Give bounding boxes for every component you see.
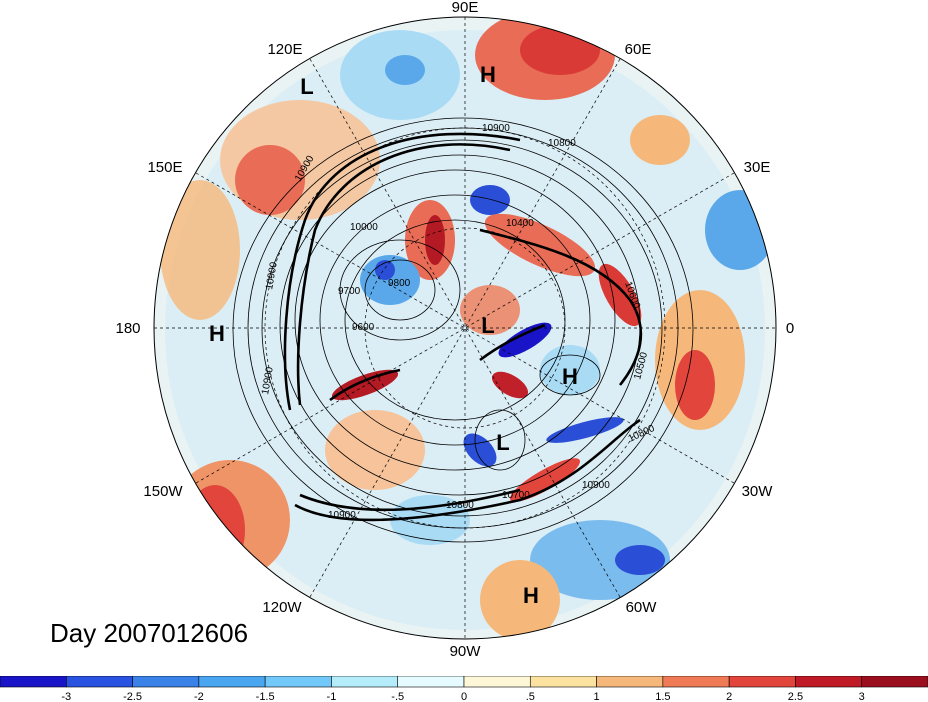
lon-label-30e: 30E bbox=[744, 159, 771, 176]
colorbar-tick-label: -1 bbox=[327, 691, 337, 702]
colorbar-swatch bbox=[728, 676, 796, 688]
lon-label-60w: 60W bbox=[626, 599, 658, 616]
graticule bbox=[154, 17, 776, 639]
contour-label: 10000 bbox=[350, 222, 378, 233]
colorbar-tick-label: 2.5 bbox=[788, 691, 803, 702]
lon-label-90w: 90W bbox=[450, 643, 482, 660]
colorbar-tick-label: 1 bbox=[594, 691, 600, 702]
contour-label: 10700 bbox=[502, 490, 530, 501]
pressure-centers: L H L H H L H bbox=[209, 62, 578, 608]
colorbar-swatches bbox=[0, 676, 928, 688]
colorbar-tick-label: 0 bbox=[461, 691, 467, 702]
colorbar-tick-label: 2 bbox=[726, 691, 732, 702]
low-center-label: L bbox=[300, 74, 313, 99]
colorbar: -3 -2.5 -2 -1.5 -1 -.5 0 .5 1 1.5 2 2.5 3 bbox=[0, 676, 928, 702]
colorbar-swatch bbox=[795, 676, 863, 688]
colorbar-tick-label: -3 bbox=[61, 691, 71, 702]
lon-label-120w: 120W bbox=[262, 599, 302, 616]
low-center-label: L bbox=[481, 313, 494, 338]
lon-label-30w: 30W bbox=[742, 483, 774, 500]
contour-label: 9700 bbox=[338, 286, 361, 297]
longitude-labels: 90E 60E 30E 0 30W 60W 90W 120W 150W 180 … bbox=[115, 0, 794, 660]
colorbar-swatch bbox=[861, 676, 928, 688]
colorbar-swatch bbox=[463, 676, 531, 688]
contour-label: 10900 bbox=[260, 366, 276, 396]
colorbar-swatch bbox=[529, 676, 597, 688]
colorbar-ticks: -3 -2.5 -2 -1.5 -1 -.5 0 .5 1 1.5 2 2.5 3 bbox=[61, 691, 864, 702]
contour-label: 9600 bbox=[352, 322, 375, 333]
contour-label: 10400 bbox=[506, 218, 534, 229]
lon-label-150e: 150E bbox=[147, 159, 182, 176]
lon-label-120e: 120E bbox=[267, 41, 302, 58]
high-center-label: H bbox=[209, 321, 225, 346]
colorbar-swatch bbox=[0, 676, 67, 688]
contour-label: 10800 bbox=[446, 500, 474, 511]
high-center-label: H bbox=[480, 62, 496, 87]
lon-label-180: 180 bbox=[115, 320, 140, 337]
contour-label: 10800 bbox=[548, 138, 576, 149]
colorbar-swatch bbox=[397, 676, 465, 688]
high-center-label: H bbox=[562, 364, 578, 389]
colorbar-swatch bbox=[596, 676, 664, 688]
colorbar-swatch bbox=[198, 676, 266, 688]
colorbar-swatch bbox=[65, 676, 133, 688]
jet-contours bbox=[283, 132, 643, 522]
contour-label: 10900 bbox=[482, 123, 510, 134]
contour-label: 10900 bbox=[582, 480, 610, 491]
colorbar-tick-label: -2.5 bbox=[123, 691, 142, 702]
colorbar-swatch bbox=[331, 676, 399, 688]
colorbar-tick-label: 3 bbox=[859, 691, 865, 702]
colorbar-tick-label: 1.5 bbox=[655, 691, 670, 702]
lon-label-150w: 150W bbox=[143, 483, 183, 500]
contour-label: 9800 bbox=[388, 278, 411, 289]
lon-label-90e: 90E bbox=[452, 0, 479, 16]
contour-label: 10900 bbox=[264, 261, 280, 291]
colorbar-swatch bbox=[132, 676, 200, 688]
colorbar-tick-label: -2 bbox=[194, 691, 204, 702]
date-title: Day 2007012606 bbox=[50, 618, 249, 648]
high-center-label: H bbox=[523, 583, 539, 608]
anomaly-field bbox=[154, 17, 776, 639]
map-border bbox=[153, 16, 777, 640]
colorbar-tick-label: .5 bbox=[526, 691, 535, 702]
colorbar-tick-label: -.5 bbox=[391, 691, 404, 702]
lon-label-0: 0 bbox=[786, 320, 794, 337]
colorbar-swatch bbox=[662, 676, 730, 688]
lon-label-60e: 60E bbox=[625, 41, 652, 58]
contour-label: 10900 bbox=[328, 510, 356, 521]
colorbar-swatch bbox=[264, 676, 332, 688]
colorbar-tick-label: -1.5 bbox=[256, 691, 275, 702]
low-center-label: L bbox=[496, 430, 509, 455]
